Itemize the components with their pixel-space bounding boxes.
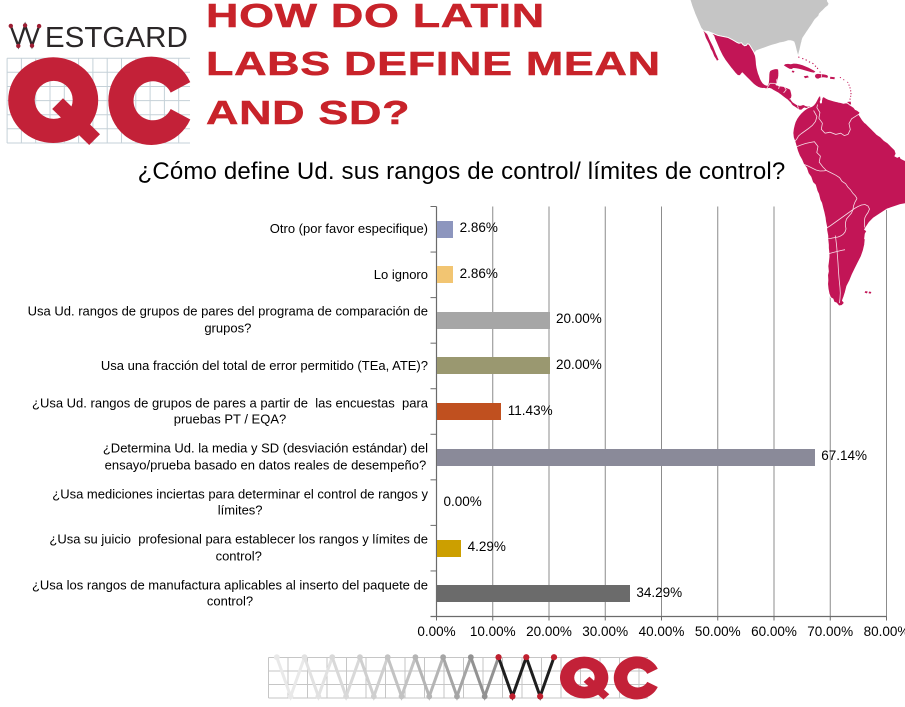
svg-text:ESTGARD: ESTGARD [45,22,188,54]
